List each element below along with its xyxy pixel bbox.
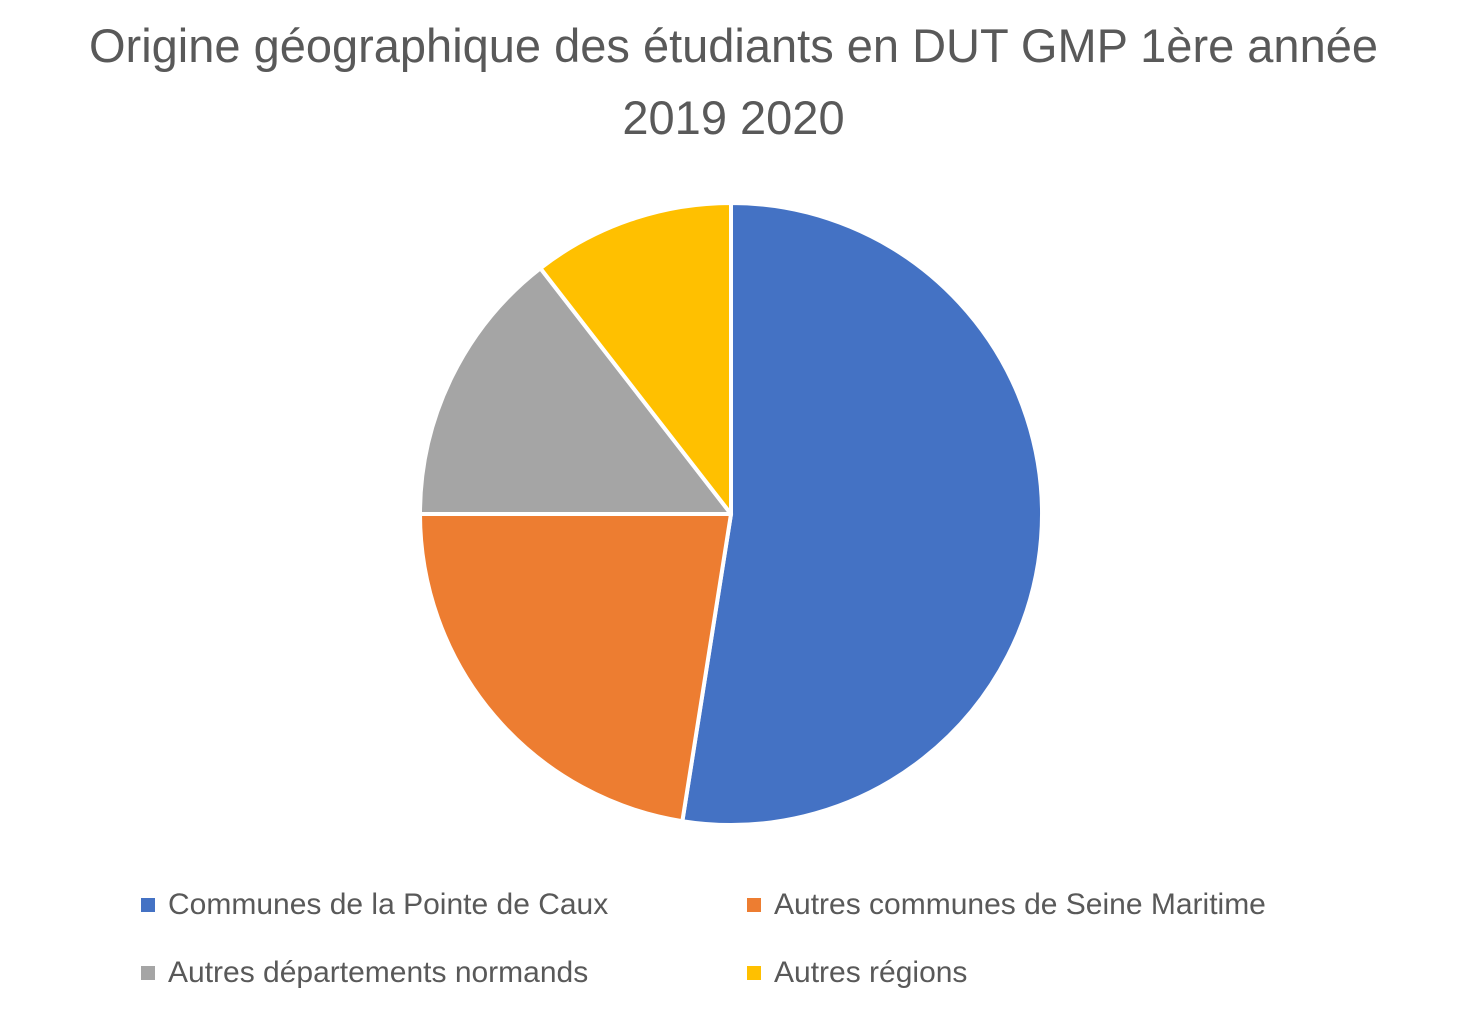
pie-slice-1 (418, 512, 733, 824)
chart-title-line-2: 2019 2020 (622, 91, 845, 144)
pie-slices (418, 201, 1044, 827)
chart-title: Origine géographique des étudiants en DU… (0, 10, 1467, 154)
chart-title-line-1: Origine géographique des étudiants en DU… (89, 19, 1378, 72)
pie-slice-2 (418, 266, 733, 516)
pie-slice-0 (680, 201, 1044, 827)
pie-slice-3 (538, 201, 733, 516)
